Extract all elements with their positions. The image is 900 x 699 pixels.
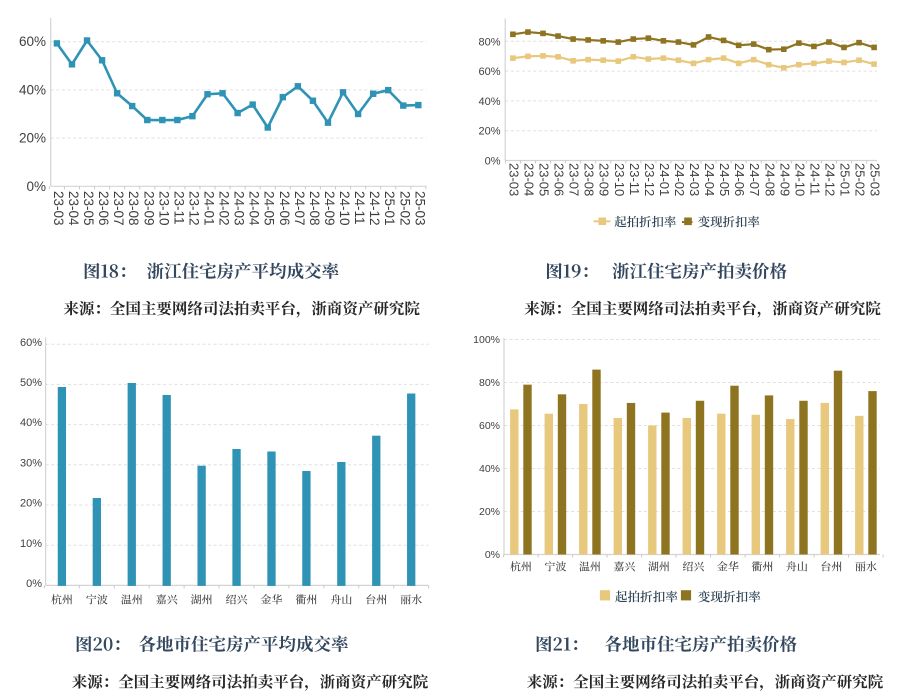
svg-text:0%: 0%	[485, 549, 500, 561]
svg-text:40%: 40%	[19, 82, 46, 97]
svg-text:24-03: 24-03	[232, 191, 247, 226]
svg-text:24-01: 24-01	[657, 163, 672, 196]
svg-text:40%: 40%	[478, 96, 500, 108]
svg-text:23-07: 23-07	[567, 163, 582, 196]
svg-text:23-08: 23-08	[126, 191, 141, 226]
svg-text:24-12: 24-12	[367, 191, 382, 226]
svg-text:24-11: 24-11	[352, 191, 367, 225]
svg-text:20%: 20%	[20, 498, 42, 510]
svg-text:23-10: 23-10	[156, 191, 171, 226]
svg-text:23-06: 23-06	[552, 163, 567, 196]
svg-text:24-09: 24-09	[777, 163, 792, 196]
svg-text:24-11: 24-11	[807, 163, 822, 195]
svg-text:24-07: 24-07	[292, 191, 307, 226]
svg-text:24-12: 24-12	[822, 163, 837, 196]
svg-text:24-05: 24-05	[717, 163, 732, 196]
svg-text:30%: 30%	[20, 457, 42, 469]
svg-text:23-11: 23-11	[171, 191, 186, 225]
svg-text:23-09: 23-09	[141, 191, 156, 226]
svg-text:60%: 60%	[479, 420, 500, 432]
svg-text:25-02: 25-02	[397, 191, 412, 226]
svg-text:25-01: 25-01	[382, 191, 397, 226]
svg-text:40%: 40%	[20, 417, 42, 429]
svg-text:23-04: 23-04	[521, 163, 536, 196]
svg-text:23-05: 23-05	[537, 163, 552, 196]
svg-text:20%: 20%	[479, 506, 500, 518]
svg-text:23-03: 23-03	[506, 163, 521, 196]
svg-text:24-05: 24-05	[262, 191, 277, 226]
svg-text:50%: 50%	[20, 377, 42, 389]
svg-text:0%: 0%	[26, 179, 46, 194]
svg-text:100%: 100%	[473, 334, 500, 346]
svg-text:25-03: 25-03	[412, 191, 427, 226]
svg-text:23-09: 23-09	[597, 163, 612, 196]
svg-text:23-12: 23-12	[186, 191, 201, 226]
svg-text:60%: 60%	[19, 34, 46, 49]
svg-text:24-01: 24-01	[202, 191, 217, 226]
svg-text:40%: 40%	[479, 463, 500, 475]
svg-text:23-03: 23-03	[51, 191, 66, 226]
svg-text:23-08: 23-08	[582, 163, 597, 196]
svg-text:24-04: 24-04	[702, 163, 717, 196]
svg-text:10%: 10%	[20, 538, 42, 550]
svg-text:24-02: 24-02	[672, 163, 687, 196]
svg-text:24-09: 24-09	[322, 191, 337, 226]
svg-text:24-03: 24-03	[687, 163, 702, 196]
svg-text:0%: 0%	[26, 578, 42, 590]
svg-text:20%: 20%	[19, 131, 46, 146]
svg-text:25-02: 25-02	[853, 163, 868, 196]
svg-text:24-04: 24-04	[247, 191, 262, 226]
svg-text:24-07: 24-07	[747, 163, 762, 196]
svg-text:80%: 80%	[478, 36, 500, 48]
svg-text:23-07: 23-07	[111, 191, 126, 226]
svg-text:23-10: 23-10	[612, 163, 627, 196]
svg-text:24-02: 24-02	[217, 191, 232, 226]
svg-text:24-06: 24-06	[732, 163, 747, 196]
svg-text:20%: 20%	[478, 126, 500, 138]
svg-text:23-04: 23-04	[66, 191, 81, 226]
svg-text:24-06: 24-06	[277, 191, 292, 226]
svg-text:23-11: 23-11	[627, 163, 642, 195]
svg-text:60%: 60%	[20, 337, 42, 349]
svg-text:24-10: 24-10	[792, 163, 807, 196]
svg-text:23-12: 23-12	[642, 163, 657, 196]
svg-text:24-10: 24-10	[337, 191, 352, 226]
svg-text:23-06: 23-06	[96, 191, 111, 226]
svg-text:24-08: 24-08	[307, 191, 322, 226]
svg-text:60%: 60%	[478, 66, 500, 78]
svg-text:80%: 80%	[479, 377, 500, 389]
svg-text:24-08: 24-08	[762, 163, 777, 196]
svg-text:25-03: 25-03	[868, 163, 883, 196]
svg-text:0%: 0%	[485, 156, 501, 168]
svg-text:23-05: 23-05	[81, 191, 96, 226]
svg-text:25-01: 25-01	[838, 163, 853, 196]
